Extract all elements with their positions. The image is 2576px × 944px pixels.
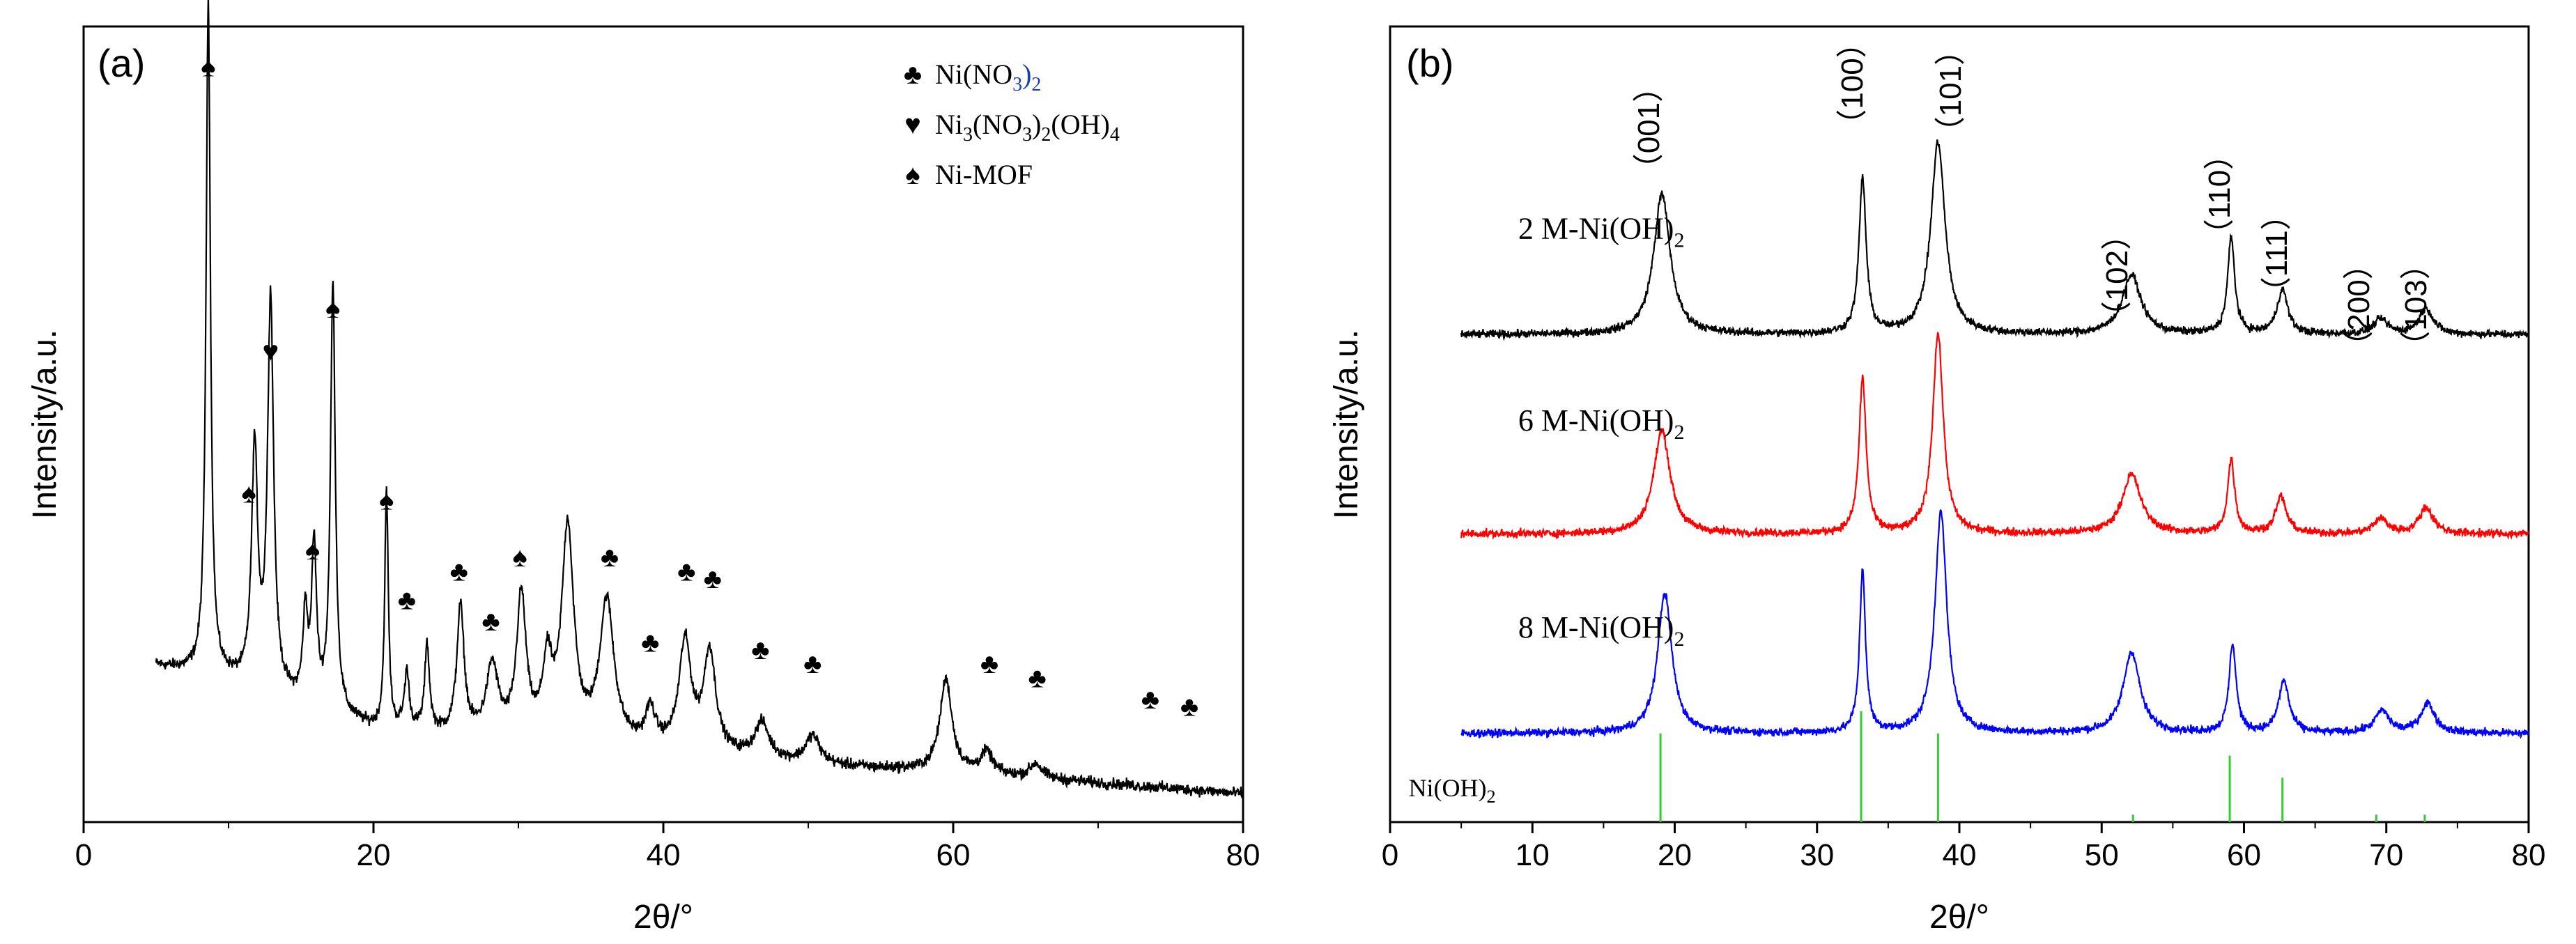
panel-b-x-tick-label: 80	[2512, 838, 2546, 872]
panel-b-miller-index: （200）	[2342, 249, 2376, 361]
panel-a-peak-marker: ♠	[241, 478, 256, 509]
panel-b-plot	[1460, 139, 2529, 740]
panel-a-peak-marker: ♠	[305, 535, 320, 566]
panel-b-miller-index: （101）	[1934, 35, 1968, 147]
legend-label: Ni(NO3)2	[935, 59, 1041, 95]
panel-b-series-line	[1460, 139, 2529, 341]
legend-symbol: ♥	[904, 109, 921, 140]
panel-b-x-tick-label: 20	[1658, 838, 1692, 872]
panel-a-peak-marker: ♣	[601, 542, 619, 573]
panel-b-x-tick-label: 40	[1943, 838, 1977, 872]
legend-symbol: ♣	[904, 59, 922, 90]
panel-b-x-ticks: 0 10 20 30 40 50 60 70 80	[1382, 822, 2546, 872]
panel-a-peak-marker: ♣	[641, 628, 659, 658]
panel-a-peak-marker: ♣	[677, 557, 695, 587]
legend-label: Ni-MOF	[935, 159, 1033, 190]
panel-b-x-tick-label: 60	[2227, 838, 2261, 872]
panel-a-peak-marker: ♠	[512, 542, 527, 573]
panel-b-series-line	[1460, 509, 2529, 740]
panel-b-miller-indices: （001） （100） （101） （102） （110） （111） （200） （103）	[1632, 27, 2433, 361]
panel-b-miller-index: （111）	[2260, 199, 2294, 307]
panel-b-xrd-chart: 0 10 20 30 40 50 60 70 80 Ni(OH)2 （001） （100） （101…	[1328, 25, 2546, 936]
panel-a-y-axis-label: Intensity/a.u.	[26, 330, 63, 519]
panel-a-label: (a)	[98, 41, 145, 85]
panel-a-peak-marker: ♣	[450, 557, 468, 587]
panel-a-peak-marker: ♣	[751, 635, 769, 665]
panel-b-y-axis-label: Intensity/a.u.	[1328, 330, 1365, 519]
legend-label: Ni3(NO3)2(OH)4	[935, 109, 1120, 146]
panel-b-miller-index: （100）	[1835, 27, 1869, 139]
panel-a-peak-marker: ♣	[398, 585, 416, 615]
panel-b-miller-index: （110）	[2203, 139, 2237, 249]
panel-b-series-label: 6 M-Ni(OH)2	[1518, 403, 1685, 444]
panel-a-x-ticks: 0 20 40 60 80	[75, 822, 1260, 872]
panel-a-peak-marker: ♣	[1141, 684, 1159, 715]
panel-a-peak-marker: ♣	[481, 606, 500, 637]
panel-b-series-line	[1460, 332, 2529, 541]
legend-symbol: ♠	[905, 160, 920, 190]
panel-b-reference-label: Ni(OH)2	[1409, 774, 1496, 807]
panel-a-peak-marker: ♠	[201, 52, 215, 82]
panel-b-x-tick-label: 50	[2085, 838, 2119, 872]
panel-a-peak-marker: ♣	[704, 564, 722, 594]
panel-b-miller-index: （103）	[2399, 249, 2433, 361]
panel-a-x-axis-label: 2θ/°	[633, 899, 693, 936]
panel-a-x-tick-label: 40	[647, 838, 681, 872]
panel-a-legend: ♣ Ni(NO3)2 ♥ Ni3(NO3)2(OH)4 ♠ Ni-MOF	[904, 59, 1120, 190]
panel-a-peak-marker: ♣	[1028, 663, 1047, 694]
panel-b-series-labels: 2 M-Ni(OH)2 6 M-Ni(OH)2 8 M-Ni(OH)2	[1518, 212, 1685, 651]
panel-a-peak-marker: ♣	[980, 649, 998, 679]
panel-b-x-tick-label: 30	[1800, 838, 1834, 872]
panel-a-xrd-chart: 0 20 40 60 80 ♠ ♥ ♠ ♠ ♠ ♠ ♣ ♣ ♣ ♠ ♣ ♣ ♣ ♣ ♣ ♣ ♣ ♣ ♣ ♣ ♣ Ni(NO3)2…	[26, 0, 1260, 936]
panel-a-peak-marker: ♣	[803, 649, 822, 679]
panel-b-x-tick-label: 10	[1515, 838, 1550, 872]
panel-a-x-tick-label: 0	[75, 838, 92, 872]
panel-a-x-tick-label: 60	[936, 838, 971, 872]
panel-b-miller-index: （102）	[2100, 219, 2134, 332]
panel-b-reference-lines: Ni(OH)2	[1409, 711, 2426, 822]
panel-b-series-label: 8 M-Ni(OH)2	[1518, 610, 1685, 651]
panel-a-plot	[155, 0, 1244, 799]
panel-a-peak-markers: ♠ ♥ ♠ ♠ ♠ ♠ ♣ ♣ ♣ ♠ ♣ ♣ ♣ ♣ ♣ ♣ ♣ ♣ ♣ ♣	[201, 52, 1198, 722]
panel-b-miller-index: （001）	[1632, 72, 1666, 184]
panel-a-peak-marker: ♠	[325, 293, 340, 324]
panel-a-x-tick-label: 20	[357, 838, 391, 872]
panel-b-x-axis-label: 2θ/°	[1929, 899, 1989, 936]
panel-b-series-label: 2 M-Ni(OH)2	[1518, 212, 1685, 252]
panel-a-peak-marker: ♣	[1180, 691, 1198, 722]
panel-a-series-line	[155, 0, 1244, 799]
panel-b-label: (b)	[1406, 41, 1453, 85]
panel-a-x-tick-label: 80	[1226, 838, 1260, 872]
panel-a-peak-marker: ♥	[262, 336, 279, 366]
panel-b-x-tick-label: 0	[1382, 838, 1398, 872]
panel-b-x-tick-label: 70	[2369, 838, 2403, 872]
panel-a-peak-marker: ♠	[379, 486, 394, 516]
panel-a-frame	[82, 25, 1244, 823]
